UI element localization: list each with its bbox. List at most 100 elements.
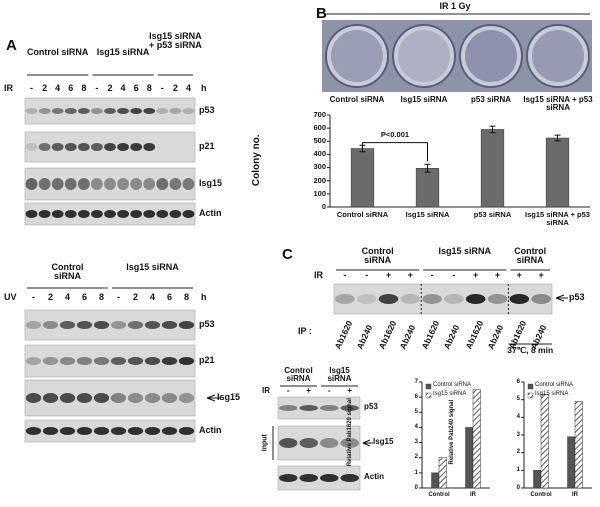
row-label: Actin (199, 208, 222, 218)
lane-label: 8 (146, 83, 152, 93)
blot-band (25, 178, 38, 190)
x-tick-label: IR (572, 492, 578, 498)
unit-label: h (201, 292, 207, 302)
blot-band (144, 427, 161, 435)
group-label: Isg15 siRNA (126, 262, 179, 272)
blot-band (76, 357, 93, 365)
blot-band (42, 321, 59, 329)
y-axis-label: Relative Pab240 signal (448, 399, 455, 465)
unit-label: h (201, 83, 207, 93)
arrow (362, 439, 373, 447)
blot-band (38, 178, 51, 190)
row-label: p53 (199, 319, 215, 329)
legend-label: Control siRNA (535, 382, 574, 388)
blot-band (178, 393, 195, 403)
blot-band (25, 427, 42, 435)
blot-band (144, 357, 161, 365)
lane-label: + (385, 270, 392, 280)
blot-band (93, 357, 110, 365)
group-label: Control siRNA (284, 366, 313, 384)
blot-band (91, 108, 103, 114)
panel-label: A (6, 37, 17, 54)
blot-band (42, 393, 59, 403)
blot-band (531, 294, 551, 304)
row-label: p53 (569, 292, 585, 302)
blot-band (144, 321, 161, 329)
legend-label: Isg15 siRNA (433, 391, 467, 397)
blot-band (93, 321, 110, 329)
plate-label: Control siRNA (329, 95, 385, 104)
lane-label: - (117, 292, 120, 302)
x-tick-label: IR (470, 492, 476, 498)
blot-band (299, 438, 318, 448)
blot-band (25, 393, 42, 403)
blot-band (93, 393, 110, 403)
row-label: p53 (199, 105, 215, 115)
blot-band (335, 294, 355, 304)
note: 37℃, 8 min (507, 345, 554, 355)
blot-band (25, 143, 38, 151)
y-tick-label: 0 (321, 201, 326, 211)
blot-band (169, 178, 182, 190)
y-tick-label: 4 (414, 424, 418, 431)
lane-label: - (160, 83, 164, 93)
bar (545, 137, 570, 208)
lane-label: 8 (183, 292, 189, 302)
blot-band (51, 108, 64, 114)
y-tick-label: 1 (414, 469, 418, 476)
blot-band (64, 108, 77, 114)
blot-band (91, 210, 103, 218)
lane-label: 6 (68, 83, 74, 93)
blot-band (117, 108, 129, 114)
panel-label: B (316, 5, 327, 22)
blot-band (127, 393, 144, 403)
significance-bracket (362, 142, 428, 162)
plate-title: IR 1 Gy (439, 1, 471, 11)
blot-band (42, 427, 59, 435)
lane-label: 8 (98, 292, 104, 302)
y-tick-label: 0 (516, 484, 520, 491)
lane-label: 2 (172, 83, 178, 93)
legend-swatch (425, 392, 432, 399)
blot-band (64, 210, 77, 218)
x-tick-label: Isg15 siRNA (405, 210, 450, 219)
blot-band (77, 210, 90, 218)
blot-band (182, 210, 195, 218)
plate-colonies (532, 30, 584, 82)
y-tick-label: 4 (516, 414, 520, 421)
y-tick-label: 300 (313, 162, 326, 172)
y-tick-label: 3 (516, 431, 520, 438)
blot-band (25, 321, 42, 329)
annotation: P<0.001 (380, 129, 410, 139)
group-label: Isg15 siRNA + p53 siRNA (148, 31, 202, 51)
y-tick-label: 500 (313, 136, 326, 146)
y-tick-label: 0 (414, 484, 418, 491)
blot-band (320, 474, 339, 482)
lane-label: - (95, 83, 99, 93)
blot-band (169, 210, 182, 218)
blot-band (104, 178, 116, 190)
blot-band (161, 321, 178, 329)
blot-band (279, 405, 298, 411)
y-tick-label: 5 (516, 396, 520, 403)
group-label: Control siRNA (514, 246, 547, 266)
y-tick-label: 100 (313, 188, 326, 198)
bar (480, 129, 505, 208)
blot-band (161, 427, 178, 435)
blot-band (110, 357, 127, 365)
lane-label: - (32, 292, 35, 302)
bar (431, 472, 440, 489)
blot-band (178, 427, 195, 435)
error-bar (424, 163, 431, 173)
blot-band (320, 405, 339, 411)
arrow (555, 294, 568, 302)
lane-label: - (452, 270, 456, 280)
blot-band (156, 178, 169, 190)
blot-band (143, 178, 156, 190)
plate-label: Isg15 siRNA + p53 siRNA (523, 95, 593, 113)
y-tick-label: 600 (313, 123, 326, 133)
error-bar (489, 125, 496, 134)
row-label: Isg15 (199, 178, 223, 188)
